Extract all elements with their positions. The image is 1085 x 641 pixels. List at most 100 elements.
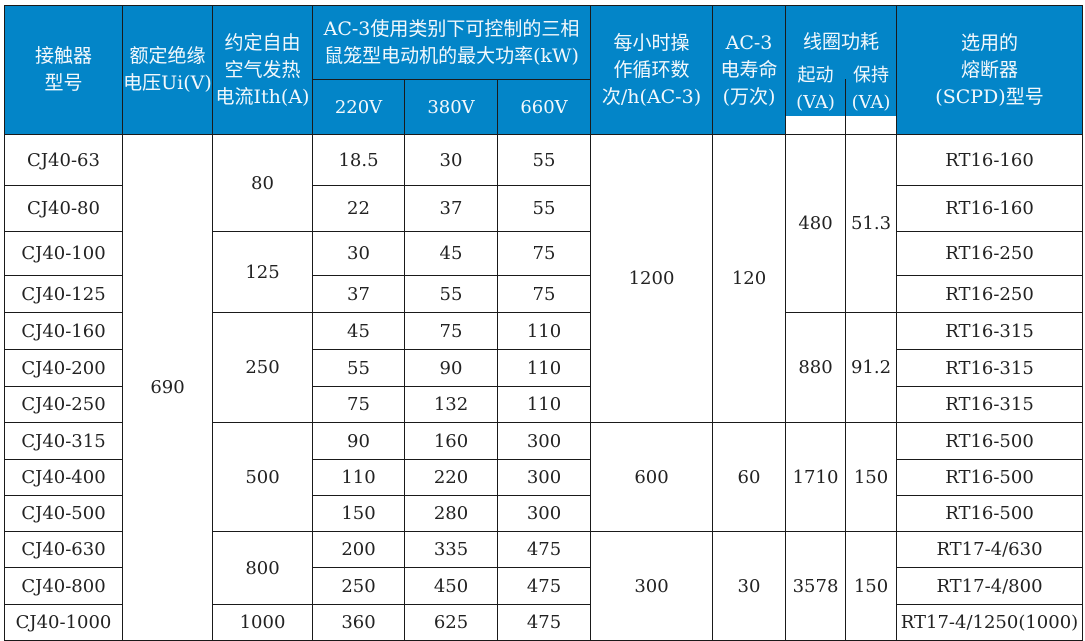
power-220v-cell: 22 [312, 185, 405, 232]
table-row: CJ40-500 150 280 300 RT16-500 [4, 495, 1083, 532]
contactor-spec-table: 接触器 型号 额定绝缘 电压Ui(V) 约定自由 空气发热 电流Ith(A) AC-3使… [4, 5, 1083, 641]
coil-hold-cell: 150 [845, 531, 897, 641]
thermal-current-cell: 800 [212, 531, 313, 605]
table-row: CJ40-63 690 80 18.5 30 55 1200 120 480 51.3 RT16-1… [4, 134, 1083, 641]
model-cell: CJ40-125 [4, 275, 123, 313]
power-220v-cell: 110 [312, 459, 405, 496]
header-operations-per-hour: 每小时操 作循环数 次/h(AC-3) [590, 5, 713, 135]
fuse-cell: RT16-500 [896, 422, 1083, 460]
model-cell: CJ40-80 [4, 185, 123, 232]
power-220v-cell: 18.5 [312, 134, 405, 186]
fuse-cell: RT16-500 [896, 495, 1083, 532]
model-cell: CJ40-160 [4, 312, 123, 350]
power-660v-cell: 75 [497, 231, 591, 276]
operations-per-hour-cell: 300 [590, 531, 713, 641]
coil-start-cell: 3578 [785, 531, 846, 641]
fuse-cell: RT16-500 [896, 459, 1083, 496]
coil-hold-cell: 91.2 [845, 312, 897, 423]
table-row: CJ40-125 37 55 75 RT16-250 [4, 275, 1083, 313]
insulation-voltage-cell: 690 [122, 134, 213, 641]
power-380v-cell: 280 [404, 495, 498, 532]
power-380v-cell: 55 [404, 275, 498, 313]
table-row: CJ40-80 22 37 55 RT16-160 [4, 185, 1083, 232]
power-380v-cell: 335 [404, 531, 498, 568]
operations-per-hour-cell: 600 [590, 422, 713, 532]
electrical-life-cell: 120 [712, 134, 786, 423]
model-cell: CJ40-630 [4, 531, 123, 568]
power-660v-cell: 300 [497, 459, 591, 496]
electrical-life-cell: 30 [712, 531, 786, 641]
coil-start-cell: 480 [785, 134, 846, 313]
fuse-cell: RT16-250 [896, 231, 1083, 276]
table-row: CJ40-160 250 45 75 110 880 91.2 RT16-315 [4, 312, 1083, 423]
power-380v-cell: 90 [404, 349, 498, 387]
header-fuse: 选用的 熔断器 (SCPD)型号 [896, 5, 1083, 135]
power-660v-cell: 110 [497, 312, 591, 350]
power-660v-cell: 110 [497, 349, 591, 387]
power-660v-cell: 475 [497, 604, 591, 641]
power-220v-cell: 37 [312, 275, 405, 313]
power-660v-cell: 475 [497, 531, 591, 568]
power-220v-cell: 200 [312, 531, 405, 568]
coil-hold-cell: 51.3 [845, 134, 897, 313]
fuse-cell: RT16-250 [896, 275, 1083, 313]
header-max-power: AC-3使用类别下可控制的三相 鼠笼型电动机的最大功率(kW) [312, 5, 591, 80]
coil-hold-cell: 150 [845, 422, 897, 532]
power-220v-cell: 75 [312, 386, 405, 423]
header-660v: 660V [497, 79, 591, 135]
power-380v-cell: 160 [404, 422, 498, 460]
power-220v-cell: 150 [312, 495, 405, 532]
power-660v-cell: 55 [497, 134, 591, 186]
thermal-current-cell: 1000 [212, 604, 313, 641]
thermal-current-cell: 125 [212, 231, 313, 313]
model-cell: CJ40-63 [4, 134, 123, 186]
header-electrical-life: AC-3 电寿命 (万次) [712, 5, 786, 135]
table-row: CJ40-100 125 30 45 75 RT16-250 [4, 231, 1083, 313]
coil-start-cell: 1710 [785, 422, 846, 532]
thermal-current-cell: 250 [212, 312, 313, 423]
model-cell: CJ40-315 [4, 422, 123, 460]
thermal-current-cell: 500 [212, 422, 313, 532]
power-380v-cell: 45 [404, 231, 498, 276]
operations-per-hour-cell: 1200 [590, 134, 713, 423]
power-660v-cell: 110 [497, 386, 591, 423]
power-220v-cell: 90 [312, 422, 405, 460]
coil-start-cell: 880 [785, 312, 846, 423]
model-cell: CJ40-400 [4, 459, 123, 496]
power-220v-cell: 360 [312, 604, 405, 641]
fuse-cell: RT17-4/630 [896, 531, 1083, 568]
power-380v-cell: 132 [404, 386, 498, 423]
header-220v: 220V [312, 79, 405, 135]
model-cell: CJ40-100 [4, 231, 123, 276]
power-380v-cell: 75 [404, 312, 498, 350]
fuse-cell: RT16-160 [896, 134, 1083, 186]
power-660v-cell: 55 [497, 185, 591, 232]
model-cell: CJ40-500 [4, 495, 123, 532]
model-cell: CJ40-250 [4, 386, 123, 423]
fuse-cell: RT16-315 [896, 312, 1083, 350]
model-cell: CJ40-200 [4, 349, 123, 387]
model-cell: CJ40-800 [4, 567, 123, 605]
table-row: CJ40-800 250 450 475 RT17-4/800 [4, 567, 1083, 605]
power-380v-cell: 220 [404, 459, 498, 496]
header-model: 接触器 型号 [4, 5, 123, 135]
fuse-cell: RT16-160 [896, 185, 1083, 232]
header-coil-start: 起动 (VA) [785, 61, 846, 117]
electrical-life-cell: 60 [712, 422, 786, 532]
fuse-cell: RT17-4/800 [896, 567, 1083, 605]
power-220v-cell: 55 [312, 349, 405, 387]
header-thermal-current: 约定自由 空气发热 电流Ith(A) [212, 5, 313, 135]
power-380v-cell: 37 [404, 185, 498, 232]
power-660v-cell: 475 [497, 567, 591, 605]
header-coil-hold: 保持 (VA) [845, 61, 897, 117]
power-660v-cell: 300 [497, 422, 591, 460]
power-660v-cell: 300 [497, 495, 591, 532]
power-220v-cell: 45 [312, 312, 405, 350]
model-cell: CJ40-1000 [4, 604, 123, 641]
fuse-cell: RT16-315 [896, 349, 1083, 387]
fuse-cell: RT17-4/1250(1000) [896, 604, 1083, 641]
power-380v-cell: 30 [404, 134, 498, 186]
power-220v-cell: 250 [312, 567, 405, 605]
header-380v: 380V [404, 79, 498, 135]
power-380v-cell: 625 [404, 604, 498, 641]
